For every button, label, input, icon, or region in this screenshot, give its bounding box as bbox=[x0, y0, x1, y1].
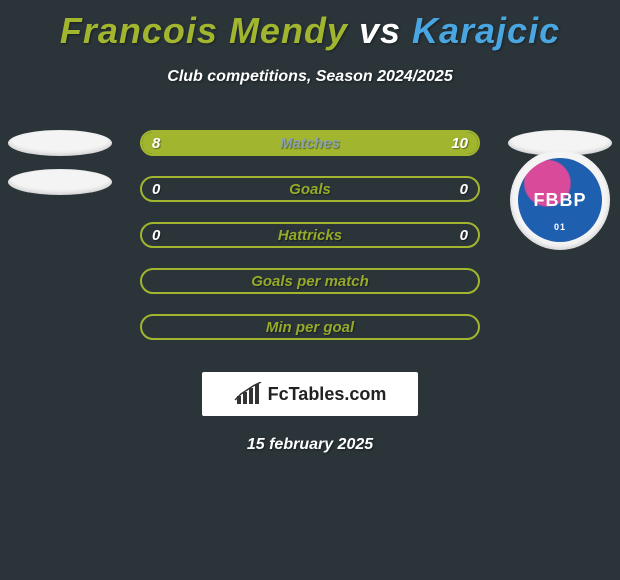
metric-bar: 00Goals bbox=[140, 176, 480, 202]
page-title: Francois Mendy vs Karajcic bbox=[0, 0, 620, 52]
metric-label: Goals per match bbox=[142, 273, 478, 290]
vs-text: vs bbox=[348, 10, 412, 51]
metric-row: FBBP00Goals bbox=[0, 166, 620, 212]
metric-bar: Min per goal bbox=[140, 314, 480, 340]
brand-chart-icon bbox=[234, 382, 262, 406]
metric-label: Matches bbox=[142, 135, 478, 152]
metric-row: Goals per match bbox=[0, 258, 620, 304]
subtitle: Club competitions, Season 2024/2025 bbox=[0, 68, 620, 86]
metric-label: Min per goal bbox=[142, 319, 478, 336]
metric-row: 810Matches bbox=[0, 120, 620, 166]
metrics-container: 810Matches FBBP00Goals 00Hattricks Goals pe… bbox=[0, 120, 620, 350]
metric-row: Min per goal bbox=[0, 304, 620, 350]
player1-name: Francois Mendy bbox=[60, 10, 348, 51]
metric-bar: 810Matches bbox=[140, 130, 480, 156]
metric-bar: Goals per match bbox=[140, 268, 480, 294]
metric-bar: 00Hattricks bbox=[140, 222, 480, 248]
brand-text: FcTables.com bbox=[268, 384, 387, 405]
player1-badge bbox=[8, 169, 112, 195]
player2-name: Karajcic bbox=[412, 10, 560, 51]
date-text: 15 february 2025 bbox=[0, 436, 620, 454]
metric-row: 00Hattricks bbox=[0, 212, 620, 258]
metric-label: Goals bbox=[142, 181, 478, 198]
metric-label: Hattricks bbox=[142, 227, 478, 244]
player1-badge bbox=[8, 130, 112, 156]
brand-box: FcTables.com bbox=[202, 372, 418, 416]
